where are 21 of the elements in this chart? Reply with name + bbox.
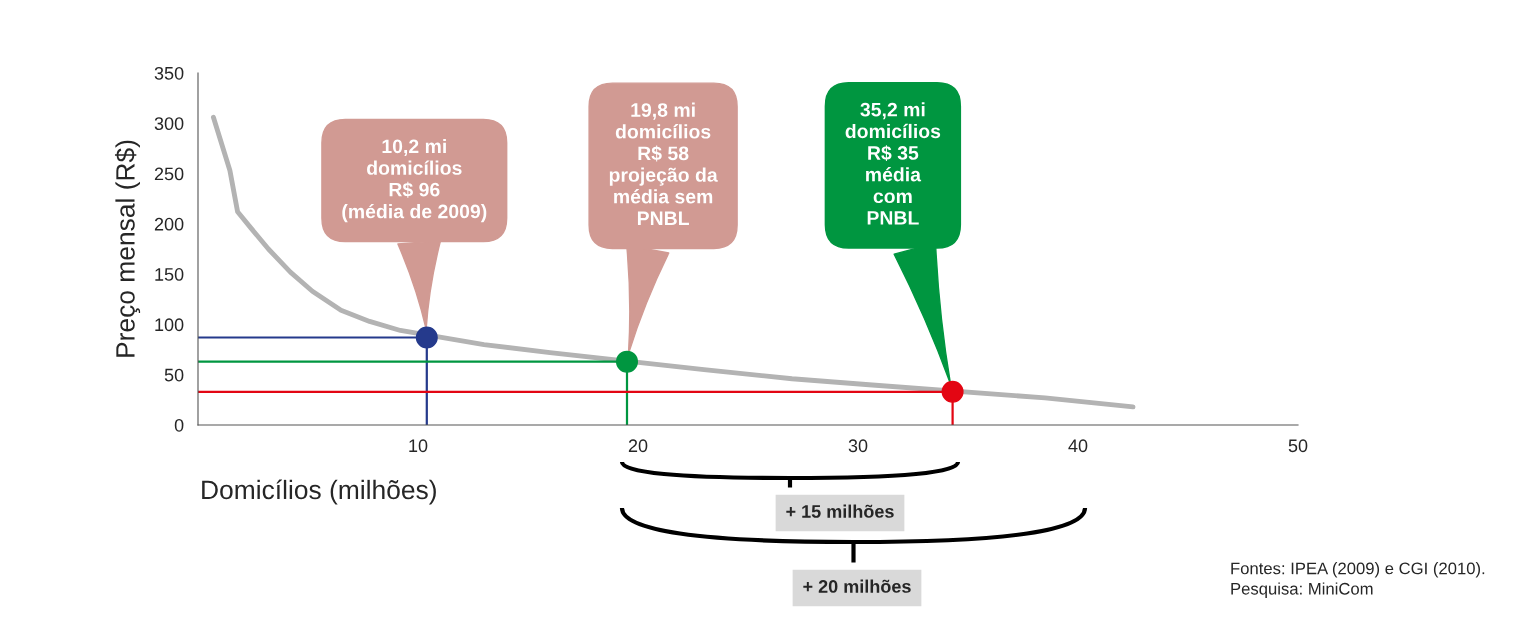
x-tick-label: 50 xyxy=(1288,439,1308,453)
y-tick-label: 0 xyxy=(174,418,184,432)
y-tick-label: 350 xyxy=(154,66,184,80)
x-tick-label: 40 xyxy=(1068,439,1088,453)
text: + 20 milhões xyxy=(803,579,911,593)
x-axis-title: Domicílios (milhões) xyxy=(202,479,436,505)
y-tick-label: 300 xyxy=(154,117,184,131)
annotation: 10,2 mi domicílios R$ 96 (média de 2009) xyxy=(342,138,487,223)
x-tick-label: 30 xyxy=(848,439,868,453)
y-tick-label: 150 xyxy=(155,268,184,281)
x-tick-label: 10 xyxy=(409,439,428,453)
y-axis-title: Preço mensal (R$) xyxy=(114,140,141,357)
annotation: 35,2 mi domicílios R$ 35 média com PNBL xyxy=(845,102,941,225)
y-tick-label: 250 xyxy=(154,167,184,181)
annotation: 19,8 mi domicílios R$ 58 projeção da média sem PNBL xyxy=(609,102,718,225)
text: + 15 milhões xyxy=(786,504,894,518)
y-tick-label: 100 xyxy=(155,318,184,332)
y-tick-label: 50 xyxy=(164,368,184,382)
text: Fontes: IPEA (2009) e CGI (2010). Pesquisa: MiniCom xyxy=(1231,562,1485,598)
x-tick-label: 20 xyxy=(628,439,648,453)
y-tick-label: 200 xyxy=(154,217,184,231)
